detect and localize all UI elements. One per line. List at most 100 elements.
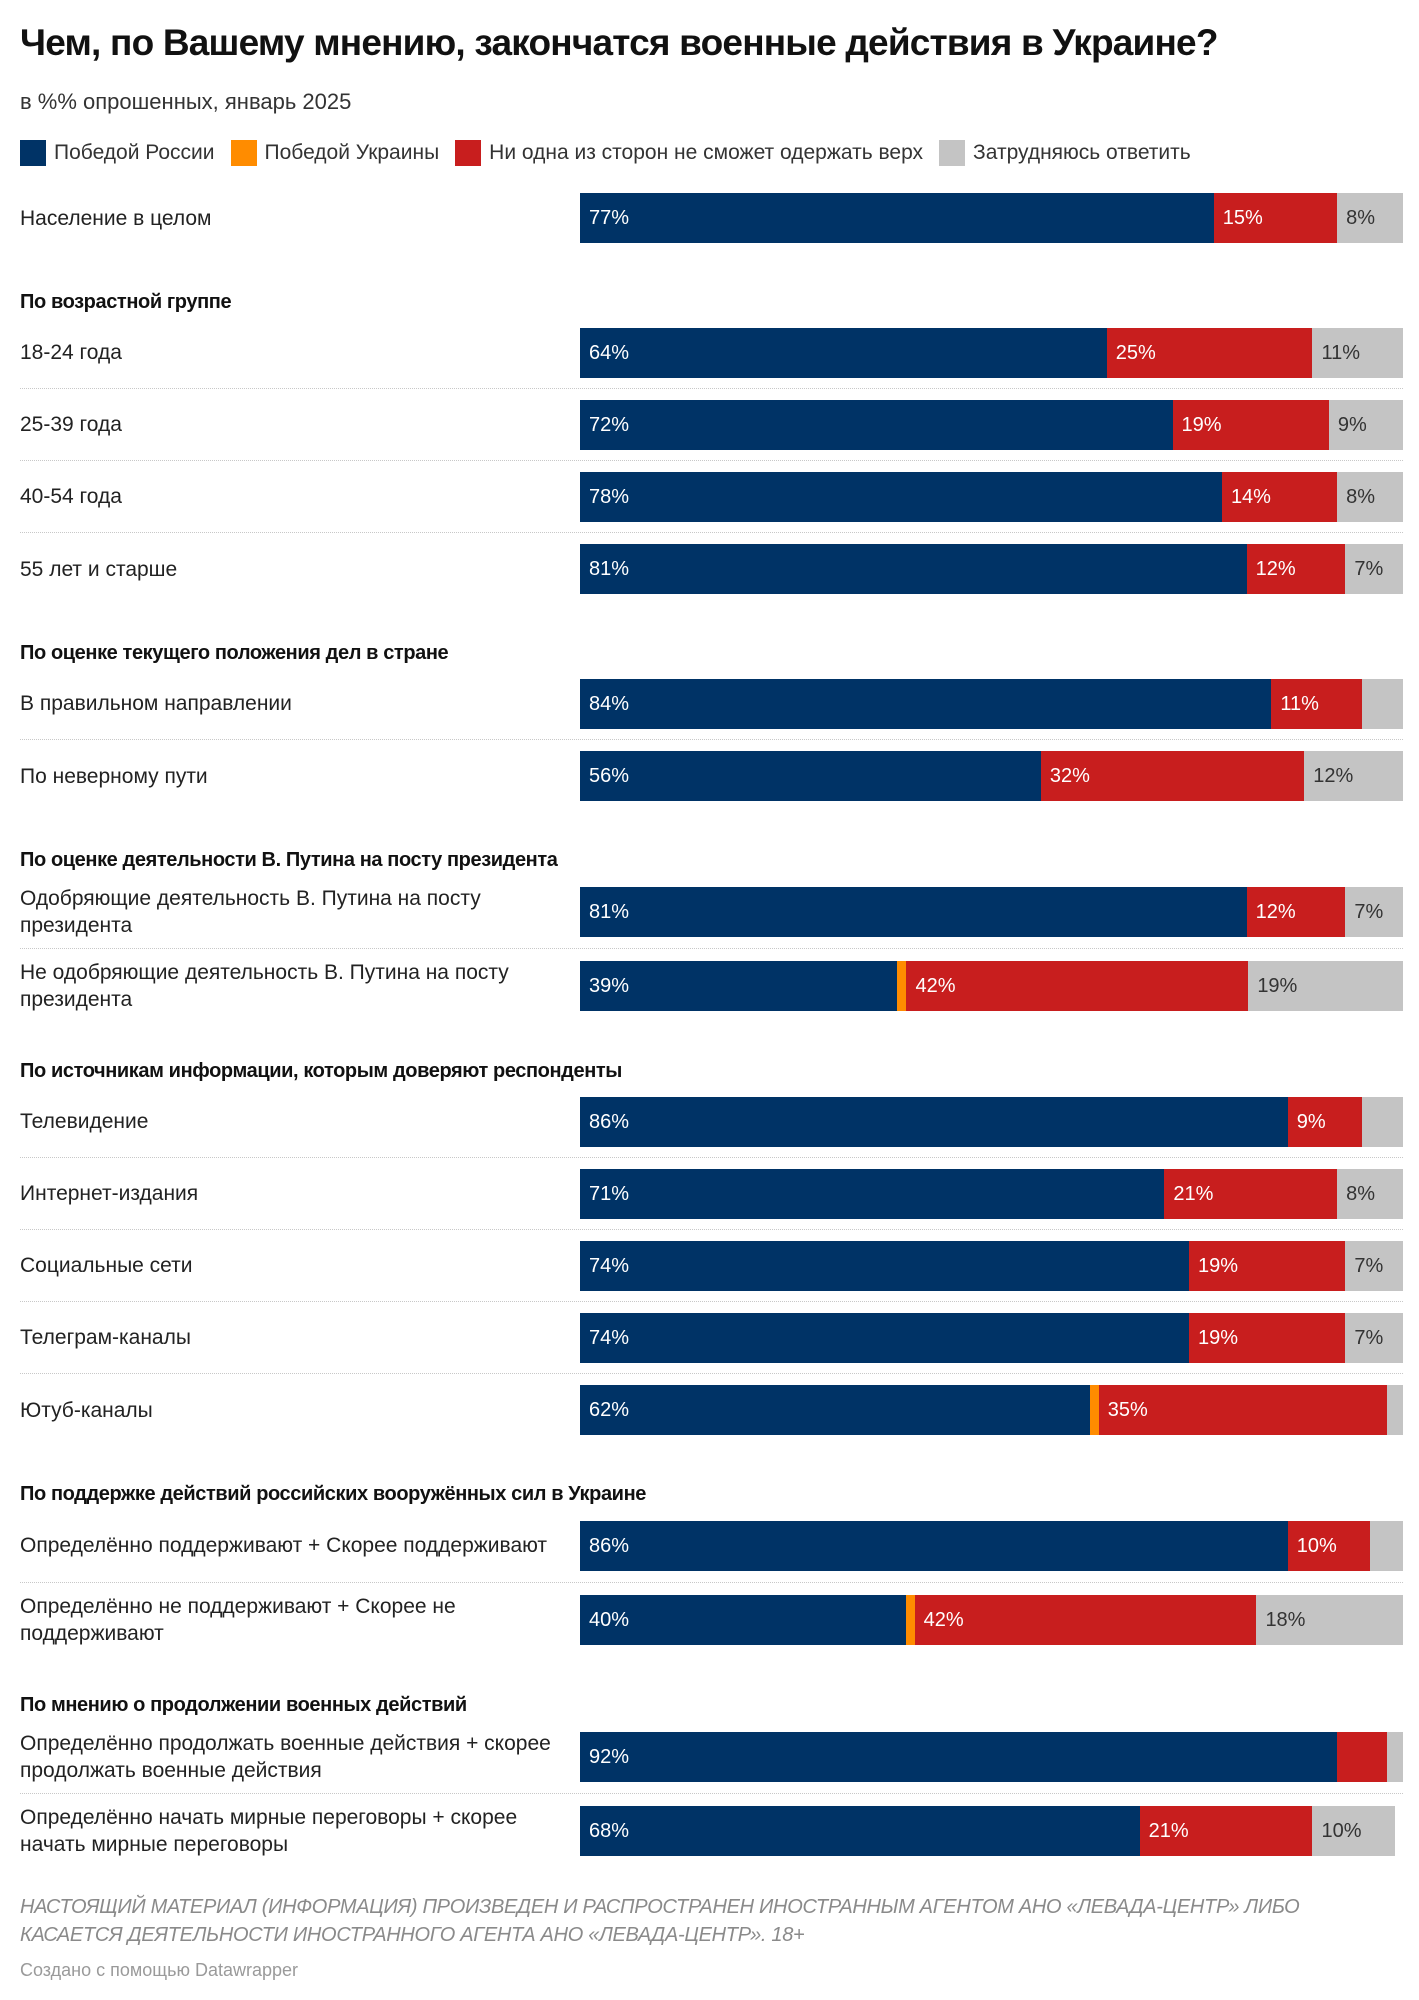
bar-row: 55 лет и старше 81% 12% 7% (20, 533, 1403, 605)
bar-segment-russia: 64% (580, 328, 1107, 378)
bar-value-label: 74% (589, 1254, 630, 1277)
bar-value-label: 7% (1354, 1326, 1384, 1349)
legend-item: Победой Украины (230, 140, 440, 166)
bar-segment-undecided: 8% (1337, 193, 1403, 243)
bar-segment-undecided: 8% (1337, 472, 1403, 522)
bar-segment-undecided: 7% (1345, 1313, 1403, 1363)
bar-value-label: 25% (1115, 341, 1156, 364)
bar-row: Интернет-издания 71% 21% 8% (20, 1158, 1403, 1230)
bar-value-label: 81% (589, 557, 630, 580)
chart-subtitle: в %% опрошенных, январь 2025 (20, 89, 352, 114)
bar-value-label: 9% (1337, 413, 1367, 436)
legend-label: Победой Украины (264, 141, 440, 164)
bar-segment-ukraine (905, 1595, 915, 1645)
bar-segment-russia: 86% (580, 1097, 1288, 1147)
bar-value-label: 42% (915, 974, 956, 997)
bar-value-label: 86% (589, 1110, 630, 1133)
stacked-bar: 74% 19% 7% (580, 1313, 1403, 1363)
bar-value-label: 19% (1198, 1254, 1239, 1277)
bar-segment-undecided: 18% (1256, 1595, 1403, 1645)
bar-segment-neither: 11% (1271, 679, 1362, 729)
bar-segment-undecided: 10% (1312, 1806, 1395, 1856)
bar-value-label: 10% (1296, 1534, 1337, 1557)
legend-item: Ни одна из сторон не сможет одержать вер… (455, 140, 923, 166)
bar-value-label: 86% (589, 1534, 630, 1557)
bar-value-label: 19% (1257, 974, 1298, 997)
bar-row: Не одобряющие деятельность В. Путина на … (20, 949, 1404, 1023)
bar-segment-russia: 84% (580, 679, 1272, 729)
bar-row: Население в целом 77% 15% 8% (20, 182, 1403, 254)
row-label: Определённо продолжать военные действия … (20, 1731, 551, 1782)
chart-group: По мнению о продолжении военных действий… (20, 1657, 1403, 1868)
bar-segment-neither: 35% (1098, 1385, 1387, 1435)
bar-value-label: 81% (589, 900, 630, 923)
row-label: Телевидение (20, 1110, 149, 1133)
stacked-bar: 78% 14% 8% (580, 472, 1403, 522)
bar-segment-russia: 86% (580, 1521, 1288, 1571)
bar-value-label: 68% (589, 1819, 630, 1842)
bar-row: Определённо начать мирные переговоры + с… (20, 1794, 1403, 1868)
bar-value-label: 77% (589, 206, 630, 229)
bar-value-label: 12% (1255, 557, 1296, 580)
bar-segment-neither: 12% (1246, 544, 1346, 594)
bar-segment-undecided: 11% (1312, 328, 1403, 378)
bar-value-label: 64% (589, 341, 630, 364)
group-heading: По оценке деятельности В. Путина на пост… (20, 849, 558, 871)
bar-segment-undecided (1361, 1097, 1403, 1147)
bar-segment-neither: 42% (906, 961, 1249, 1011)
bar-value-label: 11% (1321, 341, 1361, 364)
row-label: Население в целом (20, 206, 212, 230)
bar-segment-russia: 71% (580, 1169, 1165, 1219)
bar-segment-neither: 19% (1189, 1313, 1346, 1363)
bar-value-label: 8% (1346, 206, 1376, 229)
bar-segment-neither: 19% (1172, 400, 1329, 450)
bar-value-label: 10% (1321, 1819, 1362, 1842)
bar-value-label: 7% (1354, 557, 1384, 580)
bar-value-label: 19% (1181, 413, 1222, 436)
bar-segment-undecided: 7% (1345, 1241, 1403, 1291)
bar-segment-undecided (1361, 679, 1403, 729)
chart-group: По оценке текущего положения дел в стран… (20, 605, 1403, 812)
chart-group: Население в целом 77% 15% 8% (20, 182, 1403, 254)
row-label: 18-24 года (20, 341, 122, 364)
bar-row: 25-39 года 72% 19% 9% (20, 389, 1403, 461)
bar-row: Телеграм-каналы 74% 19% 7% (20, 1302, 1403, 1374)
bar-segment-neither: 21% (1139, 1806, 1313, 1856)
row-label: 55 лет и старше (20, 557, 178, 581)
bar-value-label: 7% (1354, 900, 1384, 923)
bar-value-label: 12% (1255, 900, 1296, 923)
bar-value-label: 8% (1346, 1182, 1376, 1205)
bar-segment-russia: 39% (580, 961, 898, 1011)
bar-value-label: 32% (1049, 764, 1090, 787)
bar-row: Социальные сети 74% 19% 7% (20, 1230, 1403, 1302)
stacked-bar: 81% 12% 7% (580, 887, 1403, 937)
datawrapper-credit[interactable]: Создано с помощью Datawrapper (20, 1960, 299, 1980)
bar-segment-russia: 40% (580, 1595, 906, 1645)
bar-segment-undecided: 7% (1345, 887, 1403, 937)
bar-value-label: 11% (1280, 692, 1319, 715)
legend-swatch (20, 140, 46, 166)
bar-value-label: 40% (589, 1608, 630, 1631)
bar-segment-russia: 72% (580, 400, 1173, 450)
row-label: По неверному пути (20, 764, 208, 788)
bar-value-label: 18% (1265, 1608, 1306, 1631)
bar-value-label: 39% (589, 974, 630, 997)
legend-label: Ни одна из сторон не сможет одержать вер… (489, 141, 924, 164)
stacked-bar: 39% 42% 19% (580, 961, 1404, 1011)
bar-segment-undecided: 12% (1304, 751, 1403, 801)
bar-segment-russia: 81% (580, 887, 1247, 937)
row-label: 40-54 года (20, 485, 122, 508)
bar-value-label: 78% (589, 485, 630, 508)
bar-row: Ютуб-каналы 62% 35% (20, 1374, 1403, 1446)
row-label: В правильном направлении (20, 692, 292, 715)
bar-segment-neither: 42% (914, 1595, 1257, 1645)
stacked-bar: 86% 9% (580, 1097, 1403, 1147)
bar-segment-neither: 19% (1189, 1241, 1346, 1291)
bar-value-label: 12% (1313, 764, 1354, 787)
bar-row: Определённо продолжать военные действия … (20, 1720, 1403, 1794)
group-heading: По источникам информации, которым доверя… (20, 1060, 622, 1082)
bar-segment-undecided: 7% (1345, 544, 1403, 594)
stacked-bar: 40% 42% 18% (580, 1595, 1403, 1645)
bar-segment-undecided: 8% (1337, 1169, 1403, 1219)
bar-row: Определённо не поддерживают + Скорее не … (20, 1583, 1403, 1657)
